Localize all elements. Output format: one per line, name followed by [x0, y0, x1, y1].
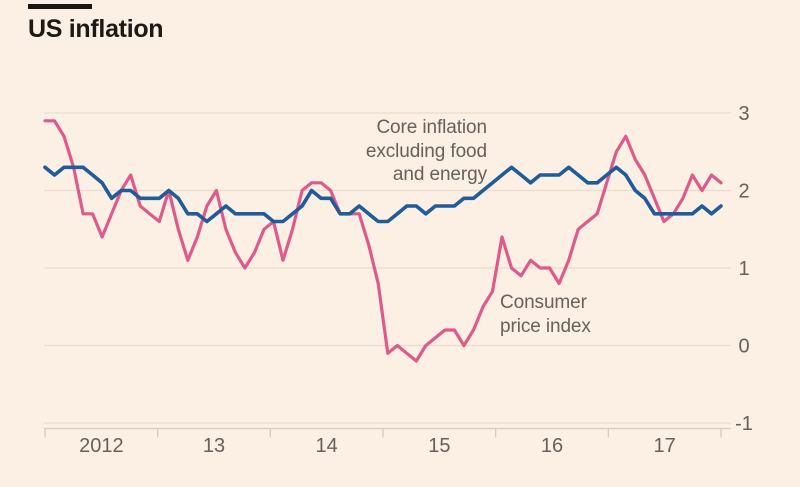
- series-label-cpi-line-1: Consumer: [500, 292, 587, 313]
- y-tick-label-3: 3: [738, 103, 749, 125]
- title-rule: [28, 4, 92, 9]
- y-tick-label--1: -1: [735, 413, 753, 435]
- chart-title: US inflation: [28, 15, 164, 43]
- y-tick-label-1: 1: [738, 258, 749, 280]
- series-label-core-inflation: Core inflation excluding food and energy: [287, 116, 487, 187]
- series-label-cpi-line-2: price index: [500, 315, 591, 337]
- series-label-core-line-2: excluding food: [365, 140, 487, 162]
- series-line-consumer-price-index: [43, 119, 723, 363]
- x-tick-label-15: 15: [428, 435, 450, 457]
- x-tick-label-17: 17: [654, 435, 676, 457]
- x-tick-label-14: 14: [316, 435, 338, 457]
- y-tick-label-0: 0: [738, 336, 749, 358]
- y-tick-label-2: 2: [738, 181, 749, 203]
- x-tick-label-2012: 2012: [79, 435, 124, 457]
- series-label-core-line-3: and energy: [392, 164, 487, 185]
- x-tick-label-16: 16: [541, 435, 563, 457]
- series-label-consumer-price-index: Consumer price index: [500, 291, 690, 338]
- x-tick-label-13: 13: [203, 435, 225, 457]
- series-line-core-inflation: [43, 165, 723, 224]
- series-label-core-line-1: Core inflation: [376, 117, 487, 138]
